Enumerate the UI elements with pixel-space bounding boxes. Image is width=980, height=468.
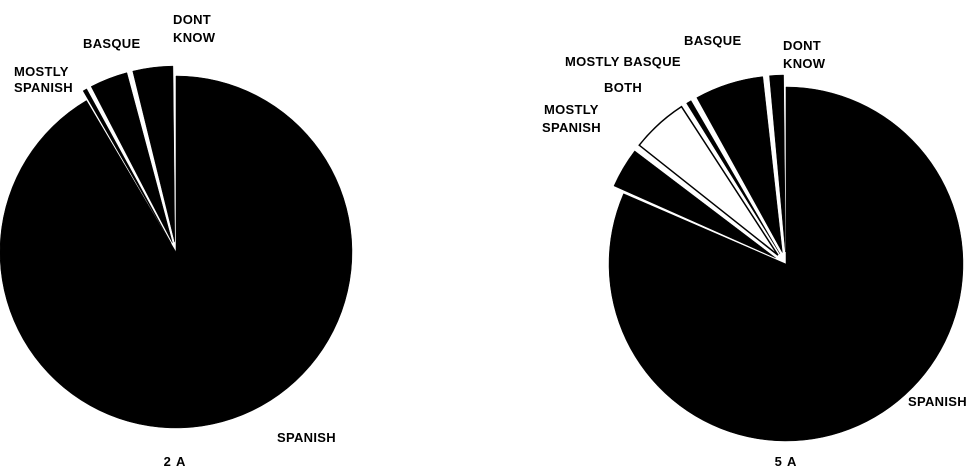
pie-slice-basque	[90, 72, 173, 243]
label-both: BOTH	[604, 80, 642, 95]
label-basque: BASQUE	[684, 33, 741, 48]
label-mostly-spanish-line1: MOSTLY	[14, 64, 69, 79]
pie-slice-spanish	[0, 75, 353, 429]
pie-slice-mostly-spanish	[613, 150, 776, 259]
label-dont-know-line2: KNOW	[173, 30, 216, 45]
pie-slice-basque	[696, 76, 783, 253]
pie-slice-dont-know	[769, 74, 786, 253]
pie-chart-2a: MOSTLY SPANISH BASQUE DONT KNOW SPANISH …	[0, 12, 353, 468]
label-spanish: SPANISH	[908, 394, 967, 409]
label-mostly-spanish-line2: SPANISH	[542, 120, 601, 135]
chart-caption: 5 A	[775, 454, 798, 468]
pie-slice-spanish	[608, 86, 964, 442]
label-basque: BASQUE	[83, 36, 140, 51]
label-dont-know-line1: DONT	[173, 12, 211, 27]
pie-chart-5a: MOSTLY BASQUE BASQUE DONT KNOW BOTH MOST…	[542, 33, 967, 468]
label-mostly-basque: MOSTLY BASQUE	[565, 54, 681, 69]
pie-slice-both	[638, 105, 779, 256]
label-dont-know-line2: KNOW	[783, 56, 826, 71]
label-mostly-spanish-line1: MOSTLY	[544, 102, 599, 117]
chart-caption: 2 A	[164, 454, 187, 468]
pie-slice-mostly-spanish	[82, 88, 172, 244]
pie-slice-dont-know	[132, 65, 175, 243]
label-spanish: SPANISH	[277, 430, 336, 445]
label-mostly-spanish-line2: SPANISH	[14, 80, 73, 95]
label-dont-know-line1: DONT	[783, 38, 821, 53]
pie-slice-mostly-basque	[686, 100, 781, 254]
